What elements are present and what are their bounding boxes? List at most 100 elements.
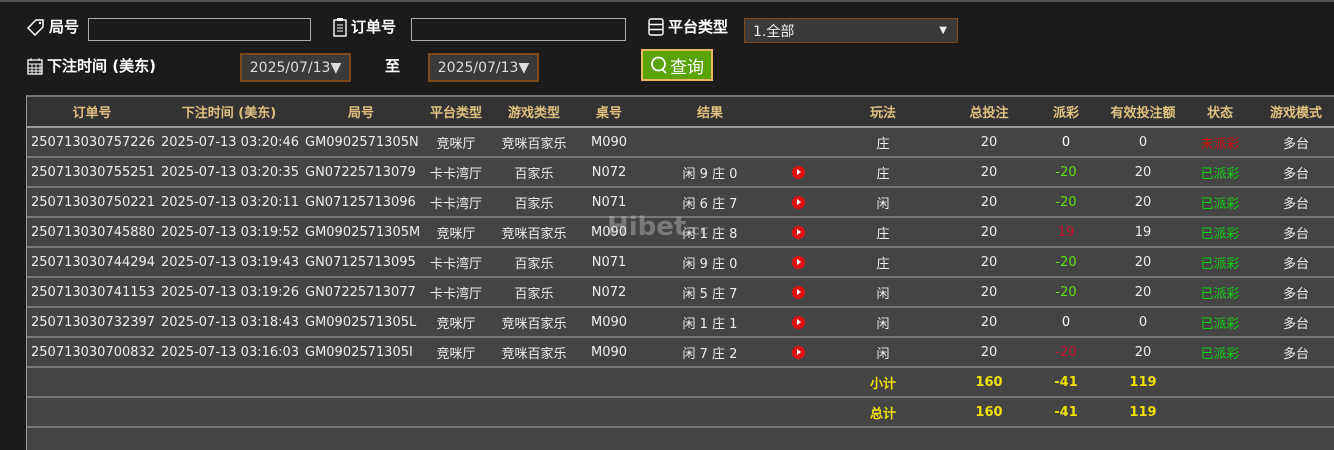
cell-video bbox=[779, 187, 817, 218]
cell-platform: 卡卡湾厅 bbox=[421, 277, 491, 308]
to-label: 至 bbox=[385, 57, 401, 75]
play-video-icon[interactable] bbox=[791, 165, 805, 179]
cell-game: 百家乐 bbox=[491, 187, 577, 218]
column-header: 结果 bbox=[641, 95, 779, 128]
empty-cell bbox=[301, 367, 421, 398]
cell-result bbox=[641, 127, 779, 158]
cell-table: N071 bbox=[577, 247, 641, 278]
cell-platform: 竞咪厅 bbox=[421, 337, 491, 368]
table-row: 250713030700832 2025-07-13 03:16:03 GM0902… bbox=[27, 337, 1334, 368]
cell-round: GN07125713095 bbox=[301, 247, 421, 278]
cell-order: 250713030732397 bbox=[27, 307, 157, 338]
cell-table: M090 bbox=[577, 127, 641, 158]
subtotal-bet: 160 bbox=[949, 367, 1029, 398]
cell-order: 250713030741153 bbox=[27, 277, 157, 308]
cell-round: GN07125713096 bbox=[301, 187, 421, 218]
empty-cell bbox=[577, 397, 641, 428]
cell-play: 闲 bbox=[817, 307, 949, 338]
play-video-icon[interactable] bbox=[791, 225, 805, 239]
cell-bet: 20 bbox=[949, 187, 1029, 218]
play-video-icon[interactable] bbox=[791, 315, 805, 329]
cell-valid: 19 bbox=[1103, 217, 1183, 248]
cell-round: GM0902571305I bbox=[301, 337, 421, 368]
empty-cell bbox=[491, 397, 577, 428]
empty-cell bbox=[1257, 367, 1334, 398]
cell-payout: -20 bbox=[1029, 157, 1103, 188]
cell-valid: 20 bbox=[1103, 337, 1183, 368]
play-video-icon[interactable] bbox=[791, 195, 805, 209]
cell-result: 闲 1 庄 1 bbox=[641, 307, 779, 338]
subtotal-label: 小计 bbox=[817, 367, 949, 398]
time-label: 下注时间 (美东) bbox=[26, 55, 156, 76]
cell-status: 已派彩 bbox=[1183, 217, 1257, 248]
cell-round: GN07225713077 bbox=[301, 277, 421, 308]
cell-payout: 0 bbox=[1029, 127, 1103, 158]
cell-game: 竞咪百家乐 bbox=[491, 337, 577, 368]
cell-order: 250713030750221 bbox=[27, 187, 157, 218]
cell-time: 2025-07-13 03:19:43 bbox=[157, 247, 301, 278]
platform-select[interactable]: 1.全部 ▼ bbox=[744, 18, 958, 43]
empty-cell bbox=[577, 367, 641, 398]
cell-mode: 多台 bbox=[1257, 247, 1334, 278]
cell-payout: -20 bbox=[1029, 187, 1103, 218]
cell-round: GM0902571305L bbox=[301, 307, 421, 338]
play-video-icon[interactable] bbox=[791, 345, 805, 359]
column-header: 游戏模式 bbox=[1257, 95, 1334, 128]
cell-mode: 多台 bbox=[1257, 277, 1334, 308]
cell-valid: 20 bbox=[1103, 277, 1183, 308]
subtotal-row: 小计 160 -41 119 bbox=[27, 367, 1334, 398]
cell-table: N072 bbox=[577, 157, 641, 188]
cell-game: 百家乐 bbox=[491, 277, 577, 308]
cell-status: 已派彩 bbox=[1183, 337, 1257, 368]
cell-play: 庄 bbox=[817, 157, 949, 188]
cell-table: M090 bbox=[577, 337, 641, 368]
cell-video bbox=[779, 307, 817, 338]
total-label: 总计 bbox=[817, 397, 949, 428]
cell-payout: -20 bbox=[1029, 337, 1103, 368]
cell-platform: 竞咪厅 bbox=[421, 217, 491, 248]
date-from-picker[interactable]: 2025/07/13▼ bbox=[240, 53, 351, 82]
cell-mode: 多台 bbox=[1257, 337, 1334, 368]
cell-platform: 卡卡湾厅 bbox=[421, 157, 491, 188]
query-button[interactable]: 查询 bbox=[641, 49, 713, 81]
empty-cell bbox=[27, 397, 157, 428]
play-video-icon[interactable] bbox=[791, 285, 805, 299]
cell-valid: 0 bbox=[1103, 307, 1183, 338]
cell-valid: 20 bbox=[1103, 247, 1183, 278]
cell-platform: 卡卡湾厅 bbox=[421, 187, 491, 218]
round-input[interactable] bbox=[88, 18, 311, 41]
cell-video bbox=[779, 157, 817, 188]
cell-mode: 多台 bbox=[1257, 127, 1334, 158]
empty-cell bbox=[157, 397, 301, 428]
date-to-picker[interactable]: 2025/07/13▼ bbox=[428, 53, 539, 82]
search-icon bbox=[651, 56, 667, 74]
cell-bet: 20 bbox=[949, 217, 1029, 248]
empty-cell bbox=[27, 367, 157, 398]
server-icon bbox=[648, 17, 664, 36]
cell-table: N071 bbox=[577, 187, 641, 218]
cell-table: M090 bbox=[577, 307, 641, 338]
empty-cell bbox=[1257, 397, 1334, 428]
cell-order: 250713030755251 bbox=[27, 157, 157, 188]
cell-play: 闲 bbox=[817, 187, 949, 218]
cell-order: 250713030700832 bbox=[27, 337, 157, 368]
cell-bet: 20 bbox=[949, 157, 1029, 188]
round-label: 局号 bbox=[26, 16, 79, 37]
cell-round: GM0902571305M bbox=[301, 217, 421, 248]
order-input[interactable] bbox=[411, 18, 626, 41]
empty-cell bbox=[421, 367, 491, 398]
cell-video bbox=[779, 337, 817, 368]
cell-bet: 20 bbox=[949, 127, 1029, 158]
cell-game: 百家乐 bbox=[491, 247, 577, 278]
play-video-icon[interactable] bbox=[791, 255, 805, 269]
cell-round: GN07225713079 bbox=[301, 157, 421, 188]
dropdown-arrow-icon: ▼ bbox=[939, 25, 947, 36]
empty-cell bbox=[779, 397, 817, 428]
cell-order: 250713030757226 bbox=[27, 127, 157, 158]
total-row: 总计 160 -41 119 bbox=[27, 397, 1334, 428]
total-bet: 160 bbox=[949, 397, 1029, 428]
empty-cell bbox=[641, 397, 779, 428]
table-row: 250713030741153 2025-07-13 03:19:26 GN0722… bbox=[27, 277, 1334, 308]
cell-status: 已派彩 bbox=[1183, 247, 1257, 278]
column-header: 游戏类型 bbox=[491, 95, 577, 128]
